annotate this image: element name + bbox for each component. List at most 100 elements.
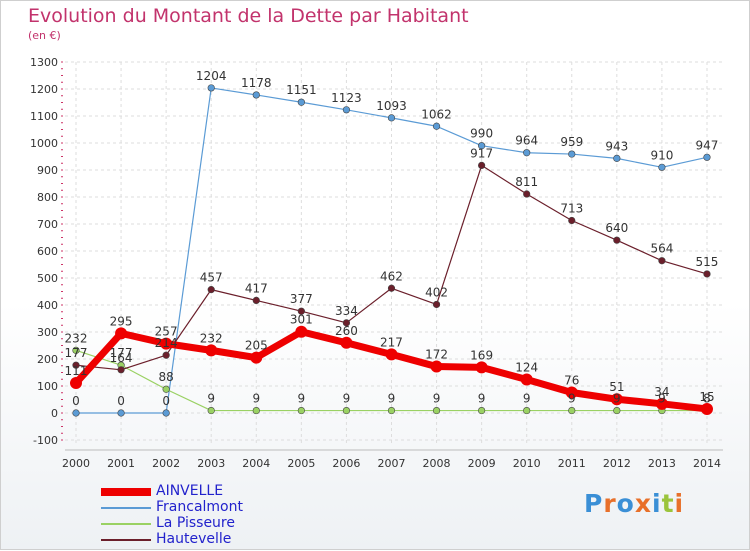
data-label-hautevelle: 377 [290,292,313,306]
data-label-hautevelle: 214 [155,336,178,350]
x-tick-label: 2005 [287,457,315,470]
data-label-francalmont: 943 [605,139,628,153]
data-label-la-pisseure: 177 [110,346,133,360]
data-label-francalmont: 1178 [241,76,272,90]
data-point-francalmont [568,150,576,158]
x-axis: 2000 2001 2002 2003 2004 2005 2006 2007 2008 2009… [62,449,723,470]
data-point-hautevelle [72,361,80,369]
y-tick-label: 1300 [30,56,58,69]
data-label-francalmont: 990 [470,127,493,141]
x-tick-label: 2009 [468,457,496,470]
logo-letter: r [603,489,617,518]
data-label-la-pisseure: 9 [568,392,576,406]
data-point-francalmont [613,154,621,162]
data-point-hautevelle [478,161,486,170]
data-label-la-pisseure: 9 [298,392,306,406]
data-point-francalmont [117,409,125,417]
chart-unit-subtitle: (en €) [28,29,61,42]
data-labels: 0 0 0 1204 1178 1151 1123 1093 1062 990 964 959 943 9… [65,69,719,408]
data-label-ainvelle: 169 [470,348,493,362]
legend-label: Francalmont [156,499,243,515]
data-point-la-pisseure [478,406,486,415]
data-point-hautevelle [568,216,576,225]
x-tick-label: 2002 [152,457,180,470]
data-point-ainvelle [295,325,308,338]
data-label-hautevelle: 402 [425,285,448,299]
data-label-francalmont: 0 [72,394,80,408]
x-tick-label: 2010 [513,457,541,470]
x-tick-label: 2007 [377,457,405,470]
data-point-hautevelle [297,307,305,315]
legend-swatch [101,507,151,509]
y-tick-label: 900 [37,164,58,177]
data-label-francalmont: 1123 [331,91,362,105]
data-label-francalmont: 910 [650,148,673,162]
series-layer [70,84,713,417]
x-tick-label: 2011 [558,457,586,470]
y-tick-label: 600 [37,245,58,258]
data-point-francalmont [72,409,80,417]
data-label-hautevelle: 177 [65,346,88,360]
data-label-ainvelle: 111 [65,364,88,378]
legend-label: AINVELLE [156,483,224,499]
logo-letter: o [616,489,635,518]
data-label-hautevelle: 417 [245,281,268,295]
data-point-francalmont [658,163,666,171]
y-tick-label: 1000 [30,137,58,150]
data-label-francalmont: 1062 [421,107,452,121]
data-point-francalmont [523,149,531,157]
data-label-la-pisseure: 88 [158,370,173,384]
data-point-ainvelle [250,351,263,364]
data-label-la-pisseure: 9 [658,392,666,406]
data-point-ainvelle [115,327,128,340]
data-point-la-pisseure [342,406,351,415]
data-point-la-pisseure [613,406,621,415]
data-label-la-pisseure: 9 [433,392,441,406]
data-point-francalmont [297,98,305,106]
data-point-hautevelle [523,190,531,198]
legend-label: La Pisseure [156,515,235,531]
legend-swatch [101,539,151,541]
data-label-francalmont: 1151 [286,83,317,97]
data-point-ainvelle [340,336,353,349]
data-point-ainvelle [475,361,488,374]
data-label-la-pisseure: 9 [207,392,215,406]
data-label-ainvelle: 34 [654,385,669,399]
data-point-ainvelle [70,377,82,390]
data-point-la-pisseure [387,406,396,415]
y-tick-label: 700 [37,218,58,231]
data-point-ainvelle [700,402,713,415]
data-point-ainvelle [430,360,443,373]
data-label-hautevelle: 811 [515,175,538,189]
data-label-la-pisseure: 8 [703,392,711,406]
data-point-hautevelle [252,296,260,305]
data-point-ainvelle [385,348,398,361]
data-point-francalmont [162,409,170,417]
data-label-la-pisseure: 9 [478,392,486,406]
data-point-hautevelle [703,270,711,278]
data-point-francalmont [252,91,260,99]
data-label-hautevelle: 564 [650,242,673,256]
data-label-hautevelle: 917 [470,146,493,160]
chart-title: Evolution du Montant de la Dette par Hab… [28,5,469,27]
data-label-hautevelle: 164 [110,351,133,365]
y-tick-label: -100 [33,434,58,447]
data-point-la-pisseure [523,406,531,415]
data-point-francalmont [703,153,711,161]
data-label-ainvelle: 124 [515,361,538,375]
logo-letter: t [661,489,675,518]
x-tick-label: 2012 [603,457,631,470]
data-point-hautevelle [658,257,666,265]
logo-letter: i [674,489,685,518]
x-tick-label: 2013 [648,457,676,470]
y-tick-label: 500 [37,272,58,285]
data-point-francalmont [478,142,486,150]
y-tick-label: 200 [37,353,58,366]
data-point-hautevelle [387,284,396,292]
data-point-francalmont [432,122,441,130]
legend-swatch [101,523,151,525]
data-point-francalmont [207,84,215,92]
data-label-francalmont: 947 [696,138,719,152]
data-point-la-pisseure [162,385,170,393]
